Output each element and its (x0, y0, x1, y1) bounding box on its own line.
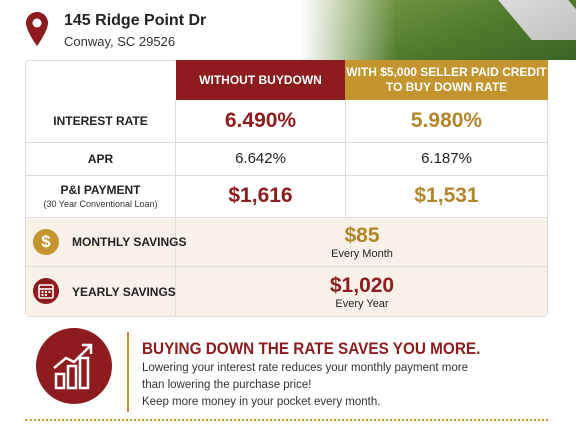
header-with: WITH $5,000 SELLER PAID CREDIT TO BUY DO… (345, 60, 548, 100)
dollar-icon: $ (33, 229, 59, 255)
col-line (175, 175, 176, 217)
city: Conway, SC 29526 (64, 34, 176, 49)
savings-label: YEARLY SAVINGS (72, 285, 176, 299)
row-label: INTEREST RATE (53, 114, 148, 128)
header-without: WITHOUT BUYDOWN (176, 60, 345, 100)
accent-bar (127, 332, 129, 412)
savings-note: Every Month (331, 248, 393, 260)
street: 145 Ridge Point Dr (64, 12, 207, 29)
divider (26, 266, 547, 267)
row-value: $1,531 (414, 184, 479, 207)
callout-text: Keep more money in your pocket every mon… (142, 396, 381, 408)
row-line (26, 142, 547, 143)
header-line: TO BUY DOWN RATE (385, 80, 508, 94)
row-value: 6.490% (224, 109, 297, 132)
row-line (26, 175, 547, 176)
savings-label: MONTHLY SAVINGS (72, 235, 187, 249)
growth-icon (36, 328, 112, 404)
savings-value: $1,020 (329, 274, 395, 297)
calendar-icon (33, 278, 59, 304)
col-line (175, 100, 176, 142)
location-pin (26, 12, 48, 46)
row-line (26, 217, 547, 218)
savings-note: Every Year (335, 298, 389, 310)
row-value: $1,616 (228, 184, 293, 207)
row-label: APR (87, 151, 114, 166)
callout-text: Lowering your interest rate reduces your… (142, 362, 468, 374)
col-line (345, 100, 346, 142)
col-line (345, 175, 346, 217)
header-line: WITH $5,000 SELLER PAID CREDIT (346, 65, 547, 79)
row-value: 6.187% (421, 150, 472, 167)
footer-rule (25, 419, 548, 421)
savings-value: $85 (344, 224, 380, 247)
row-value: 5.980% (410, 109, 483, 132)
row-label: P&I PAYMENT (60, 183, 141, 197)
row-value: 6.642% (235, 150, 286, 167)
divider (175, 217, 176, 316)
callout-title: BUYING DOWN THE RATE SAVES YOU MORE. (142, 339, 481, 358)
row-sublabel: (30 Year Conventional Loan) (43, 199, 158, 209)
col-line (175, 142, 176, 175)
col-line (345, 142, 346, 175)
callout-text: than lowering the purchase price! (142, 379, 312, 391)
